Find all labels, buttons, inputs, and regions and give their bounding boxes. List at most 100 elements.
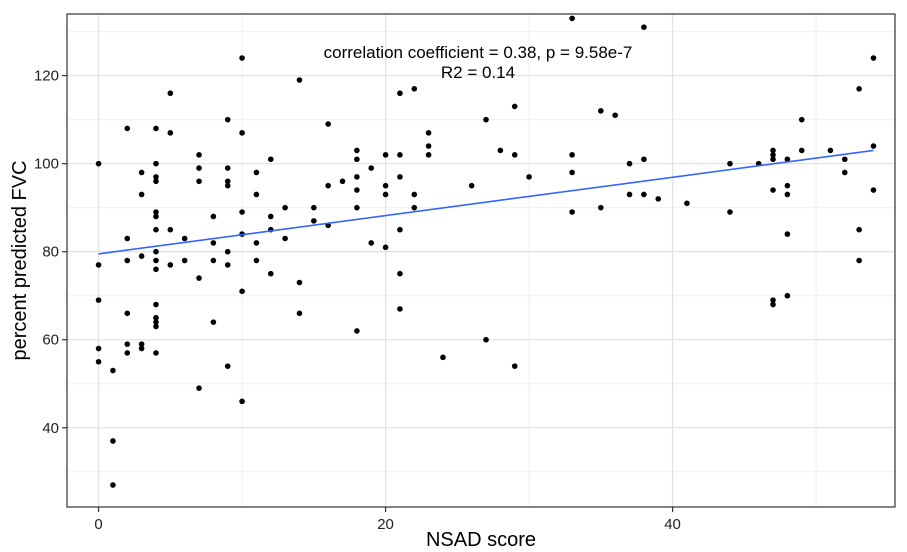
data-point xyxy=(138,253,145,259)
data-point xyxy=(511,152,518,158)
data-point xyxy=(267,156,274,163)
data-point xyxy=(784,292,791,299)
data-point xyxy=(282,204,288,211)
data-point xyxy=(325,182,331,189)
data-point xyxy=(196,178,202,185)
data-point xyxy=(138,191,145,198)
data-point xyxy=(124,350,131,356)
data-point xyxy=(153,301,159,308)
data-point xyxy=(354,204,360,211)
data-point xyxy=(153,160,159,167)
trend-line-group xyxy=(98,149,874,255)
data-point xyxy=(239,209,245,215)
data-point xyxy=(153,323,159,330)
y-axis-title: percent predicted FVC xyxy=(9,160,31,360)
data-point xyxy=(784,231,791,237)
data-point xyxy=(684,200,690,207)
y-tick-label: 120 xyxy=(34,68,59,85)
data-point xyxy=(569,209,575,215)
data-point xyxy=(354,147,360,154)
data-point xyxy=(124,310,131,317)
data-point xyxy=(253,191,260,198)
data-point xyxy=(354,174,360,180)
data-point xyxy=(239,55,245,61)
data-point xyxy=(727,160,733,167)
data-point xyxy=(153,209,159,215)
data-point xyxy=(641,24,647,31)
data-point xyxy=(841,169,848,176)
data-point xyxy=(296,279,303,286)
data-point xyxy=(382,191,389,198)
data-point xyxy=(124,341,131,347)
annotation-r2: R2 = 0.14 xyxy=(441,63,515,82)
data-point xyxy=(138,169,145,176)
data-point xyxy=(253,240,260,246)
data-point xyxy=(153,226,159,233)
data-point xyxy=(196,385,202,391)
data-point xyxy=(153,257,159,264)
data-point xyxy=(95,358,102,365)
data-point xyxy=(210,257,217,264)
data-point xyxy=(224,248,231,255)
data-point xyxy=(598,108,604,114)
data-point xyxy=(411,86,418,92)
data-point xyxy=(870,55,877,61)
x-tick-label: 0 xyxy=(94,516,102,533)
data-point xyxy=(411,191,418,198)
data-point xyxy=(425,130,432,136)
data-point xyxy=(167,262,174,268)
data-point xyxy=(770,297,776,303)
data-point xyxy=(167,90,174,97)
major-gridlines xyxy=(67,14,895,507)
data-point xyxy=(153,314,159,321)
data-point xyxy=(239,398,245,405)
data-point xyxy=(311,204,317,211)
data-point xyxy=(253,257,260,264)
data-point xyxy=(124,235,131,242)
data-point xyxy=(425,152,432,158)
data-point xyxy=(95,297,102,303)
data-point xyxy=(325,121,331,127)
data-point xyxy=(626,160,633,167)
data-point xyxy=(612,112,618,119)
data-point xyxy=(440,354,446,361)
data-point xyxy=(784,182,791,189)
data-point xyxy=(870,143,877,149)
data-point xyxy=(598,204,604,211)
data-point xyxy=(210,213,217,220)
data-point xyxy=(239,288,245,295)
data-point xyxy=(770,152,776,158)
data-point xyxy=(569,152,575,158)
data-point xyxy=(224,262,231,268)
data-point xyxy=(224,182,231,189)
data-point xyxy=(626,191,633,198)
data-point xyxy=(110,367,116,374)
data-point xyxy=(296,310,303,317)
data-point xyxy=(569,15,575,22)
y-axis-ticks: 40 60 80 100 120 xyxy=(34,68,67,437)
data-point xyxy=(483,116,489,123)
data-points xyxy=(95,15,877,488)
x-axis-ticks: 0 20 40 xyxy=(94,507,681,533)
trend-line xyxy=(98,149,874,255)
data-point xyxy=(181,235,188,242)
data-point xyxy=(153,178,159,185)
y-tick-label: 40 xyxy=(42,420,59,437)
data-point xyxy=(411,204,418,211)
data-point xyxy=(267,213,274,220)
data-point xyxy=(397,152,403,158)
data-point xyxy=(841,156,848,163)
data-point xyxy=(856,257,862,264)
data-point xyxy=(798,116,805,123)
data-point xyxy=(641,156,647,163)
data-point xyxy=(354,187,360,193)
data-point xyxy=(784,191,791,198)
data-point xyxy=(770,301,776,308)
data-point xyxy=(196,275,202,281)
data-point xyxy=(239,130,245,136)
data-point xyxy=(138,341,145,347)
annotation-correlation: correlation coefficient = 0.38, p = 9.58… xyxy=(324,43,633,62)
data-point xyxy=(296,77,303,83)
data-point xyxy=(382,244,389,251)
data-point xyxy=(483,336,489,343)
